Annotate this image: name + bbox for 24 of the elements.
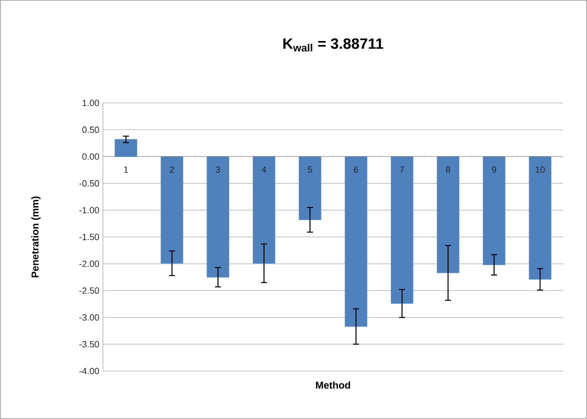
- y-tick-label: -2.00: [79, 260, 100, 267]
- y-tick-label: 1.00: [82, 100, 100, 106]
- y-tick-label: 0.00: [82, 153, 100, 160]
- y-tick-label: -3.50: [79, 341, 100, 348]
- x-tick-label: 2: [170, 166, 174, 173]
- y-tick-label: -4.00: [79, 368, 100, 374]
- y-tick-label: -2.50: [79, 287, 100, 294]
- x-tick-label: 4: [262, 166, 266, 173]
- x-tick-label: 5: [308, 166, 312, 173]
- x-tick-label: 7: [400, 166, 404, 173]
- x-tick-label: 10: [536, 166, 545, 173]
- chart-title: K$_{wall}$ = 3.88711: [283, 38, 384, 52]
- x-tick-label: 6: [354, 166, 358, 173]
- y-tick-label: -0.50: [79, 180, 100, 187]
- y-axis-title: Penetration (mm): [31, 196, 41, 278]
- x-axis-title: Method: [316, 381, 350, 389]
- x-tick-label: 1: [124, 166, 128, 173]
- x-tick-label: 3: [216, 166, 220, 173]
- y-tick-label: 0.50: [82, 126, 100, 133]
- x-tick-label: 8: [446, 166, 450, 173]
- y-tick-label: -3.00: [79, 314, 100, 321]
- y-tick-label: -1.00: [79, 207, 100, 214]
- y-tick-label: -1.50: [79, 234, 100, 240]
- x-tick-label: 9: [492, 166, 496, 173]
